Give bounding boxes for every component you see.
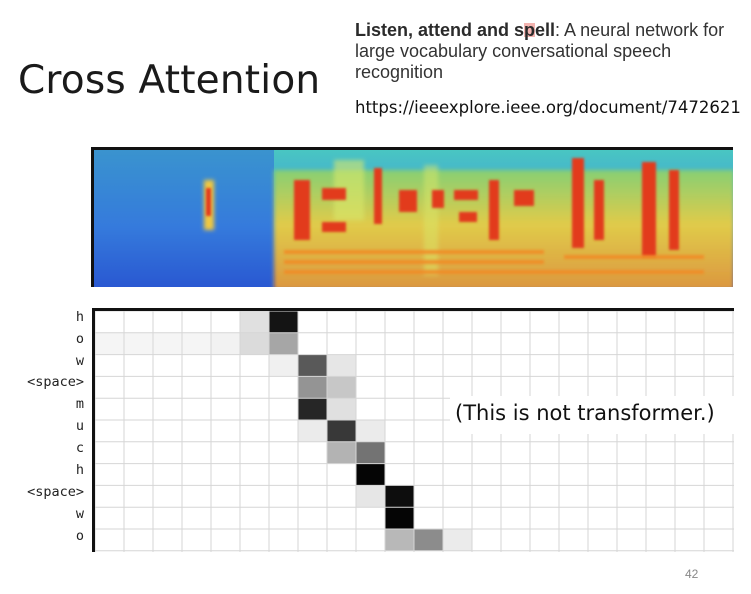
row-label: c (76, 440, 84, 456)
attention-cell (327, 376, 356, 398)
attention-cell (269, 355, 298, 377)
row-label: w (76, 506, 84, 522)
attention-cell (356, 442, 385, 464)
paper-url: https://ieeexplore.ieee.org/document/747… (355, 98, 741, 117)
attention-cell (327, 420, 356, 442)
spectrogram-svg (94, 150, 733, 287)
row-label: h (76, 462, 84, 478)
attention-cell (385, 485, 414, 507)
paper-title-part: Listen, attend and s (355, 20, 524, 40)
attention-cell (327, 398, 356, 420)
attention-cell (298, 355, 327, 377)
attention-cell (153, 333, 182, 355)
attention-cell (124, 333, 153, 355)
attention-cell (385, 507, 414, 529)
attention-cell (240, 311, 269, 333)
row-label: <space> (27, 484, 84, 500)
attention-matrix (92, 308, 734, 552)
row-label: o (76, 528, 84, 544)
page-number: 42 (685, 567, 698, 581)
row-label: m (76, 396, 84, 412)
row-label: <space> (27, 374, 84, 390)
note-text: (This is not transformer.) (455, 401, 715, 425)
paper-reference: Listen, attend and spell: A neural netwo… (355, 20, 751, 83)
attention-cell (385, 529, 414, 551)
attention-cell (269, 333, 298, 355)
row-label: u (76, 418, 84, 434)
attention-cell (95, 333, 124, 355)
attention-cell (356, 420, 385, 442)
spectrogram-image (91, 147, 733, 287)
attention-cell (298, 376, 327, 398)
attention-cell (298, 420, 327, 442)
attention-cell (327, 355, 356, 377)
attention-cell (298, 398, 327, 420)
attention-cell (240, 333, 269, 355)
attention-cell (356, 485, 385, 507)
attention-cell (211, 333, 240, 355)
attention-cell (182, 333, 211, 355)
attention-cell (443, 529, 472, 551)
paper-title-part: ell (535, 20, 555, 40)
attention-cell (414, 529, 443, 551)
attention-cell (269, 311, 298, 333)
attention-cell (356, 464, 385, 486)
row-label: h (76, 309, 84, 325)
attention-cell (327, 442, 356, 464)
slide-title: Cross Attention (18, 58, 320, 103)
row-label: w (76, 353, 84, 369)
row-label: o (76, 331, 84, 347)
highlighted-letter: p (524, 20, 535, 40)
